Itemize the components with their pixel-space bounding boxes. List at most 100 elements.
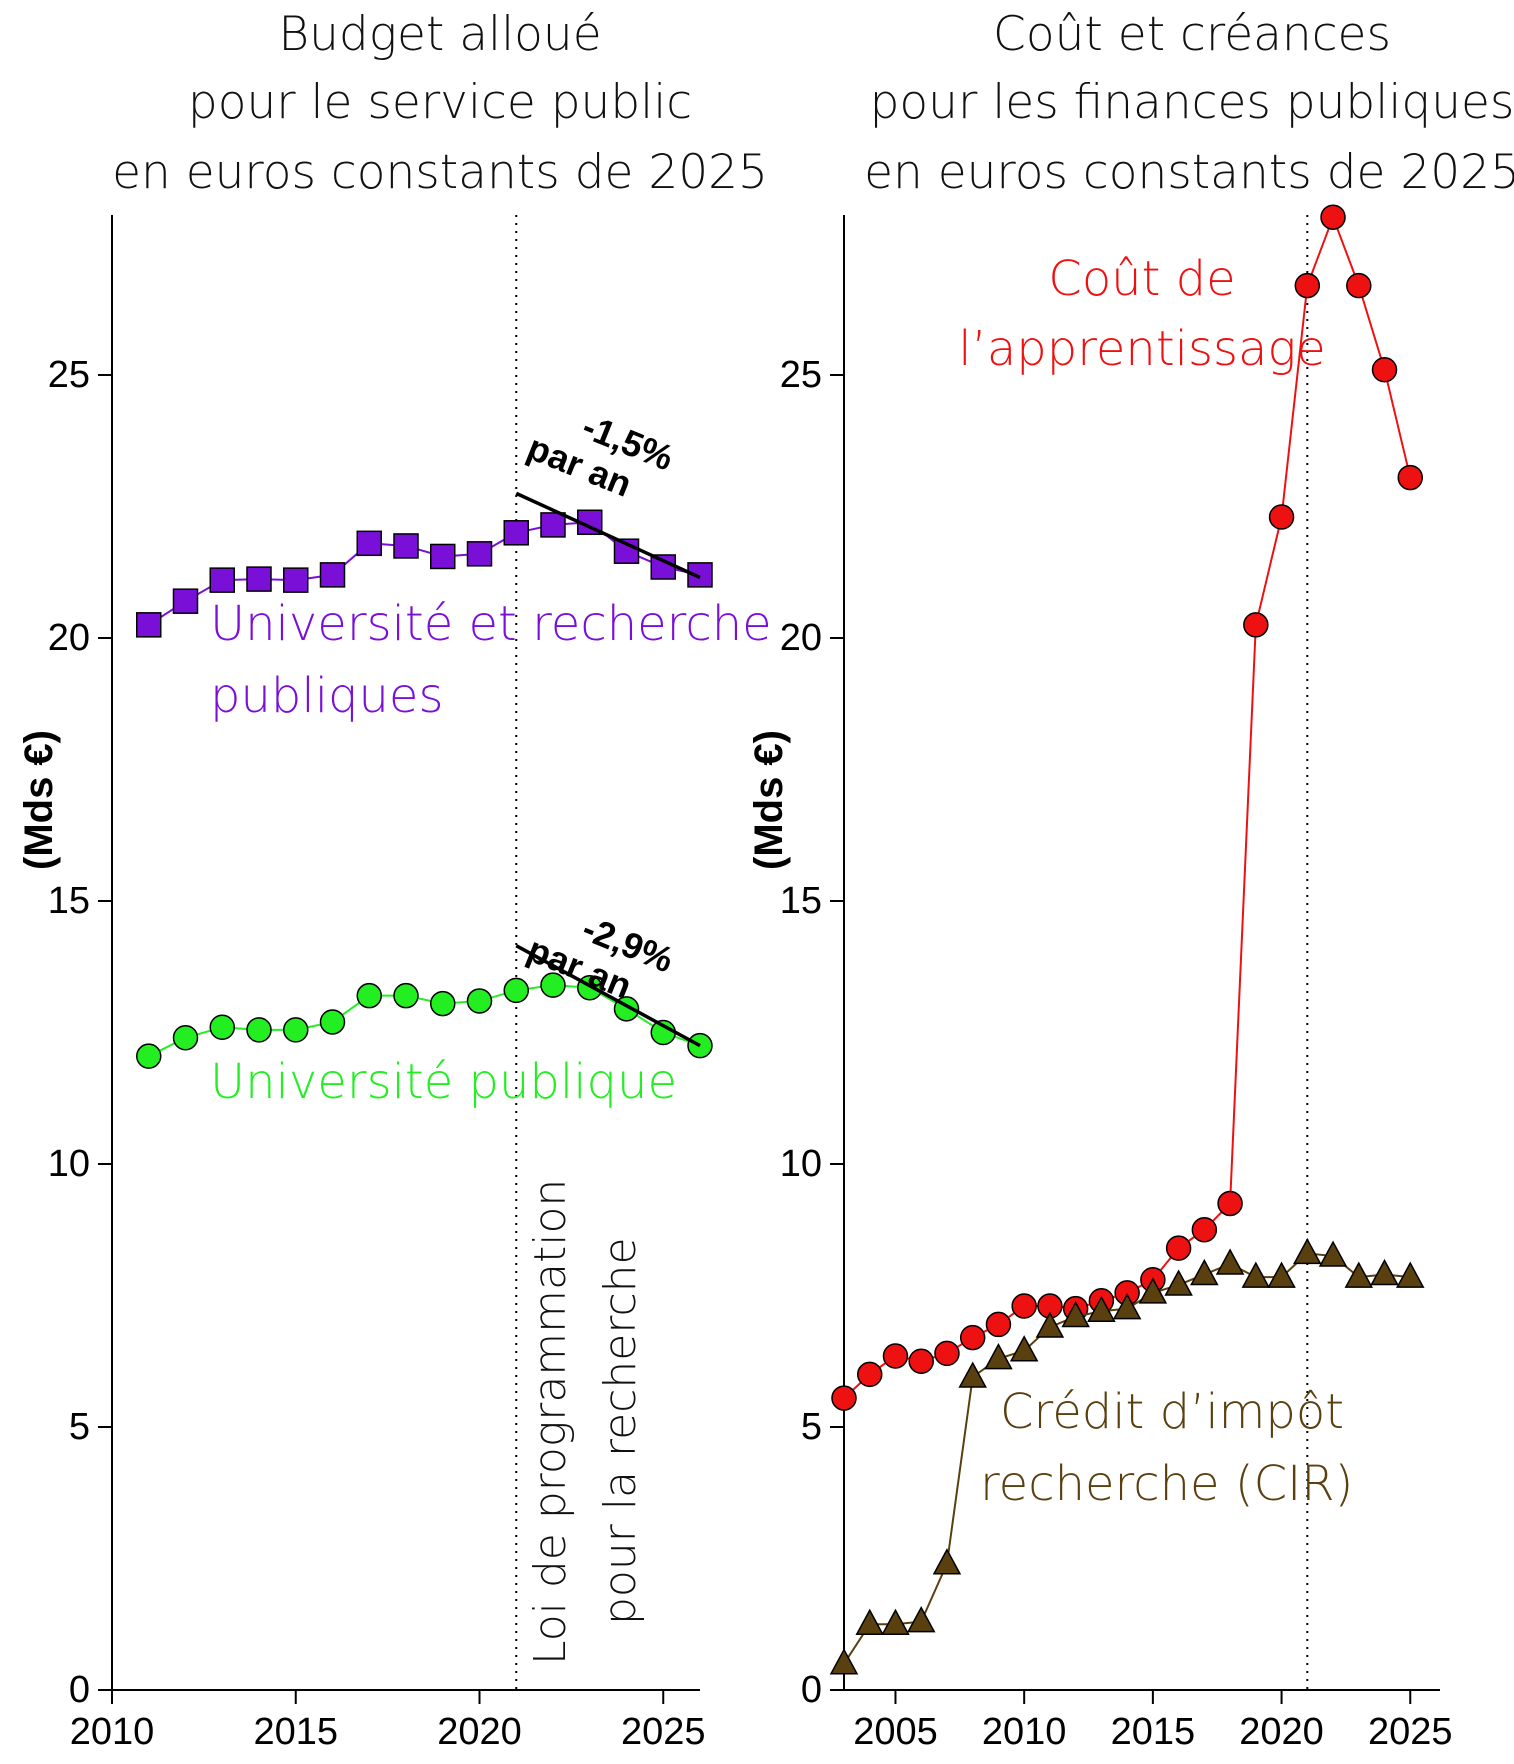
data-point bbox=[1112, 1293, 1142, 1320]
data-point bbox=[319, 1009, 346, 1035]
data-point bbox=[209, 1014, 235, 1040]
trend-label-1: -1,5% par an bbox=[522, 405, 679, 504]
data-point bbox=[1241, 1261, 1271, 1288]
data-point bbox=[136, 1043, 162, 1069]
data-point bbox=[356, 982, 382, 1009]
data-point bbox=[882, 1343, 909, 1369]
event-label-line1: Loi de programmation bbox=[525, 1179, 576, 1665]
data-point bbox=[1268, 504, 1295, 530]
data-point bbox=[1243, 612, 1269, 638]
data-point bbox=[1009, 1335, 1039, 1362]
x-tick-label: 2005 bbox=[853, 1711, 938, 1753]
x-tick-label: 2010 bbox=[70, 1711, 155, 1753]
x-tick-label: 2015 bbox=[1111, 1711, 1196, 1753]
series-label-univ-publique: Université publique bbox=[210, 1054, 677, 1110]
data-point bbox=[1318, 1240, 1348, 1267]
trend-label-2: -2,9% par an bbox=[522, 907, 679, 1006]
y-tick-label: 0 bbox=[69, 1669, 90, 1711]
data-point bbox=[984, 1343, 1013, 1370]
y-tick-label: 10 bbox=[780, 1143, 822, 1185]
right-title-line2: pour les finances publiques bbox=[870, 75, 1514, 130]
data-point bbox=[959, 1324, 986, 1351]
data-point bbox=[1217, 1190, 1243, 1217]
data-point bbox=[829, 1648, 859, 1675]
y-tick-label: 5 bbox=[801, 1406, 822, 1448]
data-point bbox=[985, 1311, 1012, 1338]
data-point bbox=[283, 567, 309, 593]
data-point bbox=[430, 543, 456, 570]
right-series bbox=[829, 204, 1425, 1675]
event-label-line2: pour la recherche bbox=[595, 1237, 646, 1625]
data-point bbox=[1320, 204, 1346, 230]
data-point bbox=[1215, 1248, 1245, 1275]
series-label-univ-recherche-line1: Université et recherche bbox=[210, 596, 772, 652]
x-tick-label: 2020 bbox=[1239, 1711, 1324, 1753]
series-label-cir-line1: Crédit d’impôt bbox=[1000, 1384, 1344, 1440]
trend-line bbox=[515, 491, 701, 580]
x-tick-label: 2025 bbox=[1368, 1711, 1453, 1753]
left-trend-lines bbox=[515, 491, 701, 1048]
data-point bbox=[1191, 1217, 1218, 1243]
right-title-line1: Coût et créances bbox=[993, 7, 1391, 62]
data-point bbox=[1346, 272, 1372, 299]
data-point bbox=[319, 562, 346, 588]
series-label-apprentissage-line1: Coût de bbox=[1048, 251, 1235, 307]
series-label-apprentissage-line2: l’apprentissage bbox=[958, 321, 1326, 377]
y-tick-label: 10 bbox=[48, 1143, 90, 1185]
x-tick-label: 2015 bbox=[253, 1711, 338, 1753]
data-point bbox=[172, 588, 199, 614]
data-point bbox=[958, 1361, 987, 1388]
left-y-axis-label: (Mds €) bbox=[17, 730, 61, 870]
data-point bbox=[1164, 1269, 1193, 1296]
data-point bbox=[540, 512, 566, 538]
right-title-line3: en euros constants de 2025 bbox=[864, 145, 1514, 200]
data-point bbox=[932, 1548, 962, 1575]
y-tick-label: 20 bbox=[48, 617, 90, 659]
data-point bbox=[855, 1608, 884, 1635]
data-point bbox=[1138, 1277, 1168, 1304]
right-y-axis-label: (Mds €) bbox=[747, 730, 791, 870]
data-point bbox=[908, 1348, 934, 1374]
data-point bbox=[246, 566, 272, 592]
data-point bbox=[246, 1017, 272, 1043]
left-event-marker: Loi de programmation pour la recherche bbox=[515, 215, 646, 1690]
x-tick-label: 2020 bbox=[437, 1711, 522, 1753]
data-point bbox=[393, 533, 419, 559]
y-tick-label: 25 bbox=[780, 354, 822, 396]
data-point bbox=[1396, 1261, 1425, 1288]
y-tick-label: 0 bbox=[801, 1669, 822, 1711]
y-tick-label: 25 bbox=[48, 354, 90, 396]
data-point bbox=[1061, 1300, 1090, 1328]
trend-line bbox=[515, 944, 701, 1048]
data-point bbox=[1011, 1293, 1037, 1319]
data-point bbox=[393, 982, 419, 1009]
data-point bbox=[1190, 1258, 1219, 1286]
left-title-line2: pour le service public bbox=[188, 75, 692, 130]
data-point bbox=[1087, 1295, 1116, 1323]
left-title-line1: Budget alloué bbox=[278, 7, 601, 62]
data-point bbox=[503, 977, 529, 1004]
left-panel: Budget alloué pour le service public en … bbox=[17, 7, 772, 1753]
data-point bbox=[283, 1017, 309, 1043]
data-point bbox=[430, 990, 456, 1017]
series-line-1 bbox=[148, 984, 701, 1058]
left-title-line3: en euros constants de 2025 bbox=[112, 145, 768, 200]
y-tick-label: 15 bbox=[48, 880, 90, 922]
data-point bbox=[1371, 356, 1398, 383]
series-label-univ-recherche-line2: publiques bbox=[210, 668, 443, 724]
x-tick-label: 2025 bbox=[621, 1711, 706, 1753]
data-point bbox=[466, 541, 493, 567]
data-point bbox=[831, 1385, 857, 1411]
data-point bbox=[540, 972, 566, 998]
data-point bbox=[172, 1025, 199, 1051]
data-point bbox=[1165, 1235, 1192, 1261]
data-point bbox=[209, 567, 235, 593]
y-tick-label: 5 bbox=[69, 1406, 90, 1448]
data-point bbox=[1370, 1258, 1399, 1286]
data-point bbox=[1397, 464, 1424, 491]
data-point bbox=[906, 1606, 936, 1633]
data-point bbox=[136, 612, 162, 638]
